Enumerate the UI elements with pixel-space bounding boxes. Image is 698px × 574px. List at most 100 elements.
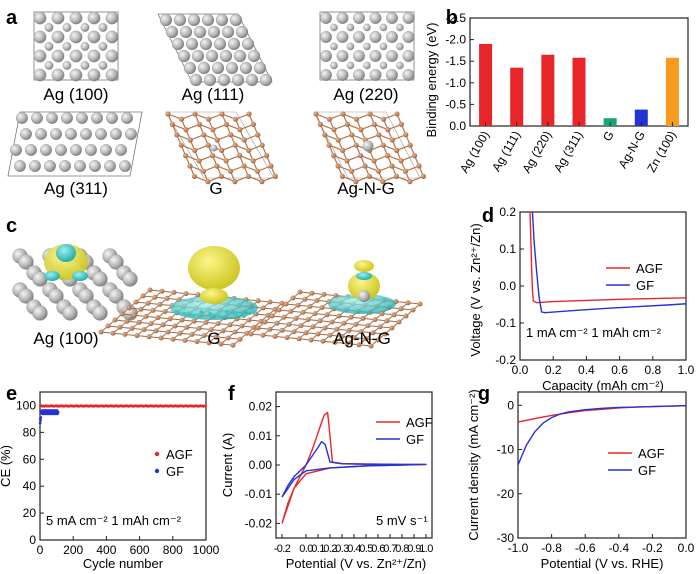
silver-atom <box>125 128 137 140</box>
carbon-atom <box>358 127 364 133</box>
carbon-atom <box>262 319 268 325</box>
plot-frame <box>517 391 687 539</box>
y-tick-label: 0.02 <box>249 400 273 414</box>
carbon-atom <box>228 132 234 138</box>
silver-atom <box>20 128 32 140</box>
silver-atom <box>33 11 47 25</box>
carbon-atom <box>245 173 251 179</box>
silver-atom <box>402 12 415 24</box>
silver-atom <box>320 50 332 62</box>
carbon-atom <box>334 326 340 332</box>
y-tick-label: 100 <box>16 398 36 412</box>
silver-atom <box>211 61 225 75</box>
silver-atom <box>346 42 355 51</box>
charge-depletion-blob <box>216 313 221 319</box>
silver-atom <box>247 49 261 63</box>
carbon-atom <box>284 335 290 341</box>
carbon-atom <box>389 137 395 143</box>
carbon-atom <box>203 319 209 325</box>
silver-atom <box>217 73 231 87</box>
silver-atom <box>98 61 108 70</box>
carbon-atom <box>183 127 189 133</box>
silver-atom <box>231 73 245 87</box>
carbon-atom <box>206 340 212 346</box>
charge-depletion-blob <box>173 309 179 315</box>
carbon-atom <box>112 317 118 323</box>
carbon-atom <box>174 132 180 138</box>
ag-n-g-lattice <box>313 111 426 185</box>
silver-atom <box>33 68 47 82</box>
silver-atom <box>396 42 404 51</box>
chart-g: g -30 -20 -10 0 -1.0 -0.8 -0.6 -0.4 -0.2 0.0 AGF GF P… <box>466 383 695 571</box>
carbon-atom <box>259 142 265 148</box>
silver-atom <box>363 42 371 51</box>
carbon-atom <box>281 314 287 320</box>
carbon-atom <box>372 317 378 323</box>
silver-atom <box>44 61 54 70</box>
silver-atom <box>203 73 217 87</box>
carbon-atom <box>351 335 357 341</box>
structure-label-ag311: Ag (311) <box>44 179 108 198</box>
carbon-atom <box>250 158 256 164</box>
silver-atom <box>379 23 388 32</box>
carbon-atom <box>382 331 388 337</box>
y-tick-label: 0.2 <box>499 205 516 219</box>
carbon-atom <box>225 335 231 341</box>
x-tick-label: 0.7 <box>383 543 397 555</box>
carbon-atom <box>366 173 372 179</box>
carbon-atom <box>300 309 306 315</box>
carbon-atom <box>215 321 221 327</box>
charge-depletion-blob <box>199 309 204 315</box>
carbon-atom <box>179 317 185 323</box>
carbon-atom <box>227 322 233 328</box>
silver-atom <box>369 31 382 43</box>
silver-atom <box>46 112 58 124</box>
charge-accumulation-isosurface <box>348 272 380 300</box>
carbon-atom <box>182 337 188 343</box>
carbon-atom <box>162 309 168 315</box>
carbon-atom <box>339 333 345 339</box>
carbon-atom <box>232 116 239 122</box>
silver-atom <box>369 12 382 24</box>
carbon-atom <box>205 179 211 185</box>
silver-atom <box>402 69 415 81</box>
structure-label-g: G <box>209 179 222 198</box>
carbon-atom <box>157 301 163 307</box>
plot-frame <box>39 391 207 541</box>
graphene-lattice <box>165 111 278 185</box>
silver-atom <box>87 30 101 44</box>
x-axis-title: Cycle number <box>83 556 164 571</box>
carbon-atom <box>380 142 386 148</box>
panel-letter-f: f <box>228 383 235 405</box>
charge-depletion-blob <box>190 313 196 319</box>
y-tick-label: -1.0 <box>445 76 466 90</box>
data-point-gf <box>39 416 43 419</box>
carbon-atom <box>416 163 422 169</box>
silver-atom <box>87 68 101 82</box>
carbon-atom <box>134 333 140 339</box>
silver-atom <box>330 42 338 51</box>
silver-atom <box>80 128 92 140</box>
carbon-atom <box>152 294 158 300</box>
y-tick-label: 40 <box>23 479 37 493</box>
carbon-atom <box>150 307 156 313</box>
data-point-gf <box>39 418 42 422</box>
carbon-atom <box>317 121 323 127</box>
silver-atom <box>31 112 43 124</box>
x-tick-label: 1.0 <box>678 363 695 377</box>
carbon-atom <box>417 301 423 307</box>
silver-atom <box>91 112 103 124</box>
silver-atom <box>14 160 26 172</box>
charge-depletion-isosurface <box>44 271 60 281</box>
carbon-atom <box>165 111 171 117</box>
carbon-atom <box>126 305 132 311</box>
carbon-atom <box>293 315 299 321</box>
chart-annotation: 5 mA cm⁻² 1 mAh cm⁻² <box>46 513 182 528</box>
x-tick-label: -0.2 <box>642 541 663 555</box>
silver-atom <box>233 49 247 63</box>
carbon-atom <box>208 327 214 333</box>
x-tick-label: Ag (100) <box>457 128 492 175</box>
carbon-atom <box>272 306 278 312</box>
silver-atom <box>100 144 112 156</box>
carbon-atom <box>232 179 238 185</box>
